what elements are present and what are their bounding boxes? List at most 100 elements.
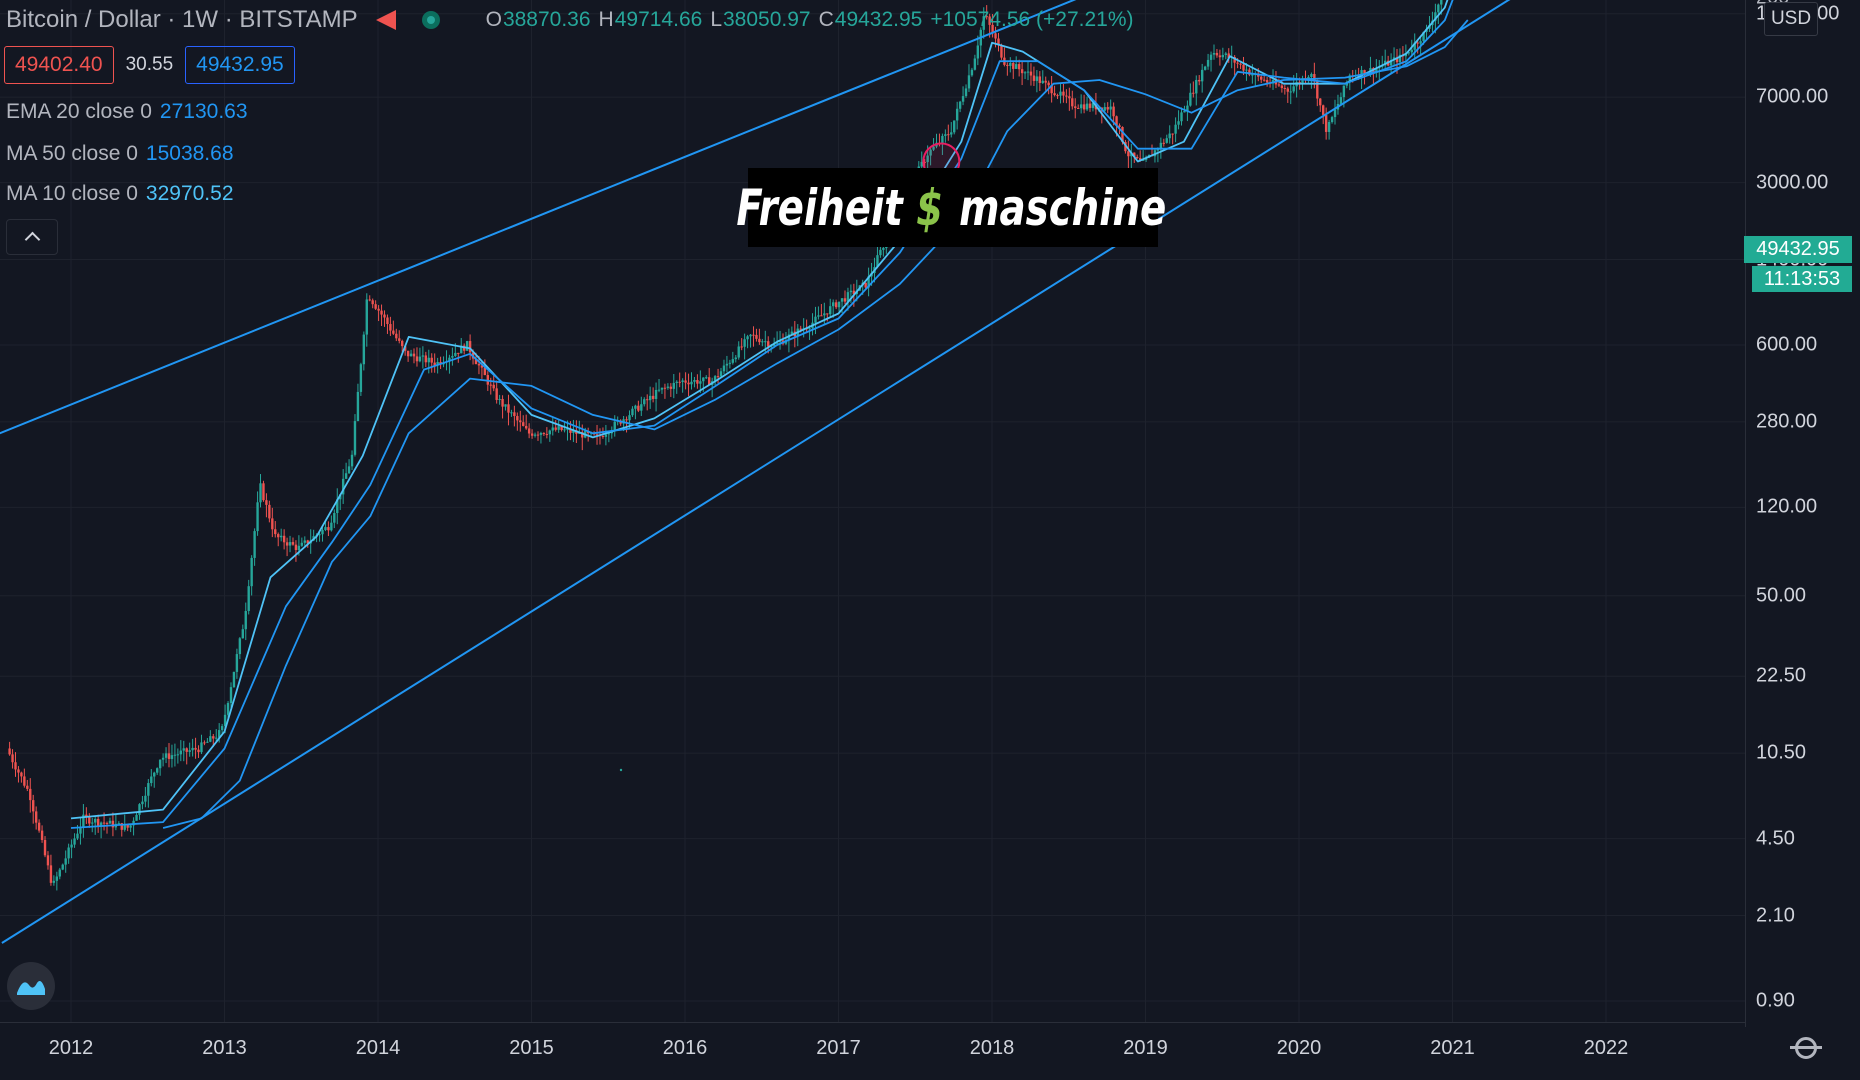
chart-header: Bitcoin / Dollar · 1W · BITSTAMP O38870.… bbox=[6, 4, 1134, 36]
candle-body bbox=[37, 822, 41, 831]
watermark-logo: Freiheit $ maschine bbox=[737, 168, 1166, 247]
indicator-ema20[interactable]: EMA 20 close 0 27130.63 bbox=[6, 100, 248, 124]
candle-body bbox=[1044, 80, 1047, 83]
time-tick-label: 2014 bbox=[355, 1037, 401, 1059]
candle-body bbox=[1124, 142, 1127, 152]
candle-body bbox=[1206, 59, 1210, 67]
ema-20-line bbox=[70, 0, 1454, 829]
candle-body bbox=[522, 422, 525, 426]
candle-body bbox=[392, 330, 395, 334]
time-tick-label: 2022 bbox=[1583, 1037, 1629, 1059]
candle-body bbox=[150, 776, 153, 784]
price-tick-label: 120.00 bbox=[1756, 495, 1818, 518]
candle-body bbox=[1171, 133, 1174, 135]
candle-body bbox=[1009, 63, 1012, 66]
candle-body bbox=[253, 531, 256, 558]
candle-body bbox=[409, 353, 413, 357]
candle-body bbox=[480, 365, 484, 368]
candle-body bbox=[749, 334, 752, 337]
candle-body bbox=[1189, 92, 1192, 106]
candle-body bbox=[808, 328, 811, 330]
candle-body bbox=[200, 742, 203, 753]
candle-body bbox=[288, 542, 292, 546]
candle-body bbox=[1407, 52, 1411, 54]
tradingview-logo[interactable] bbox=[7, 962, 55, 1010]
currency-button[interactable]: USD bbox=[1764, 2, 1818, 36]
candle-body bbox=[1000, 45, 1003, 58]
candle-body bbox=[271, 518, 274, 530]
candle-body bbox=[545, 433, 549, 435]
candle-body bbox=[530, 433, 534, 436]
candle-body bbox=[1251, 74, 1254, 76]
candle-body bbox=[268, 504, 271, 519]
candle-body bbox=[457, 352, 460, 354]
candle-body bbox=[693, 380, 696, 382]
collapse-legend-button[interactable] bbox=[6, 219, 58, 255]
tradingview-icon bbox=[17, 981, 45, 995]
candle-body bbox=[1088, 103, 1092, 108]
candle-body bbox=[666, 386, 670, 388]
candle-body bbox=[657, 389, 661, 391]
candle-body bbox=[1065, 95, 1068, 97]
candle-body bbox=[386, 317, 389, 325]
candle-body bbox=[46, 855, 50, 866]
symbol-title[interactable]: Bitcoin / Dollar · 1W · BITSTAMP bbox=[6, 6, 358, 33]
candle-body bbox=[947, 134, 950, 136]
candle-body bbox=[477, 364, 481, 366]
candle-body bbox=[799, 328, 802, 330]
indicator-ma50[interactable]: MA 50 close 0 15038.68 bbox=[6, 142, 234, 166]
gear-icon[interactable] bbox=[1790, 1037, 1822, 1059]
candle-body bbox=[259, 483, 262, 503]
candle-body bbox=[368, 299, 371, 301]
candle-body bbox=[764, 341, 767, 343]
time-axis-border bbox=[0, 1022, 1745, 1023]
buy-price-button[interactable]: 49432.95 bbox=[185, 46, 295, 84]
bar-countdown-label: 11:13:53 bbox=[1752, 266, 1852, 292]
candle-body bbox=[648, 395, 652, 401]
candle-body bbox=[135, 814, 138, 821]
candle-body bbox=[973, 58, 977, 70]
candle-body bbox=[1035, 76, 1039, 81]
candle-body bbox=[581, 431, 584, 438]
high-value: 49714.66 bbox=[614, 8, 703, 31]
candle-body bbox=[76, 833, 79, 839]
candle-body bbox=[690, 381, 693, 385]
candle-body bbox=[1289, 91, 1292, 93]
price-tick-label: 3000.00 bbox=[1756, 171, 1829, 194]
candle-body bbox=[412, 353, 416, 357]
candle-body bbox=[153, 772, 156, 777]
candle-body bbox=[85, 814, 88, 818]
candle-body bbox=[344, 473, 348, 479]
candle-body bbox=[406, 350, 410, 357]
market-status-icon[interactable] bbox=[421, 11, 440, 29]
candle-body bbox=[14, 762, 17, 770]
candle-body bbox=[932, 146, 935, 150]
price-tick-label: 4.50 bbox=[1756, 827, 1795, 850]
flag-icon[interactable] bbox=[375, 10, 396, 30]
candle-body bbox=[117, 823, 121, 825]
sell-price-button[interactable]: 49402.40 bbox=[4, 46, 114, 84]
candle-body bbox=[371, 300, 374, 305]
candle-body bbox=[1138, 158, 1142, 161]
candle-body bbox=[353, 421, 357, 455]
candle-body bbox=[687, 382, 690, 385]
candle-body bbox=[1162, 142, 1166, 144]
candle-body bbox=[929, 149, 932, 156]
candle-body bbox=[985, 16, 988, 18]
candle-body bbox=[997, 38, 1000, 46]
candle-body bbox=[1029, 71, 1033, 76]
candle-body bbox=[772, 343, 776, 346]
candle-body bbox=[734, 357, 737, 360]
candle-body bbox=[1168, 133, 1171, 139]
candle-body bbox=[843, 298, 847, 302]
candle-body bbox=[1200, 69, 1204, 82]
candle-body bbox=[430, 357, 433, 363]
candle-body bbox=[341, 478, 345, 495]
indicator-ma10[interactable]: MA 10 close 0 32970.52 bbox=[6, 182, 234, 206]
candle-body bbox=[161, 757, 165, 760]
candle-body bbox=[510, 412, 513, 414]
candle-body bbox=[297, 545, 301, 550]
candle-body bbox=[991, 24, 994, 34]
candle-body bbox=[634, 405, 637, 409]
